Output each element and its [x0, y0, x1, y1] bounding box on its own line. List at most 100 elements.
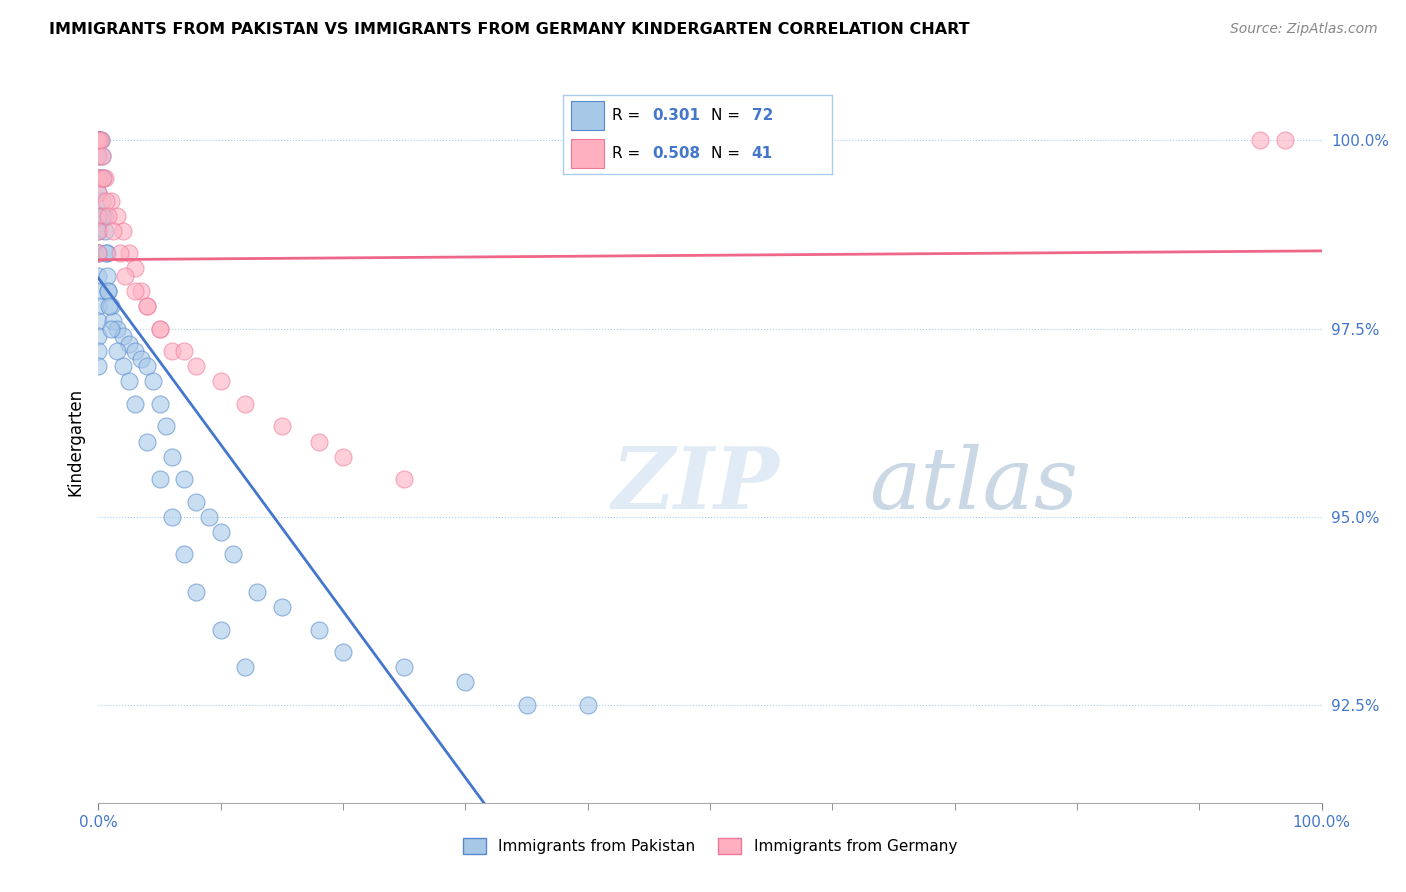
Point	[97, 284, 120, 298]
Point	[173, 344, 195, 359]
Point	[87, 209, 110, 223]
Point	[233, 660, 256, 674]
Point	[142, 374, 165, 388]
Point	[87, 133, 110, 147]
Point	[91, 148, 114, 162]
Point	[100, 321, 122, 335]
Point	[111, 329, 134, 343]
Point	[87, 299, 110, 313]
Point	[392, 472, 416, 486]
Text: ZIP: ZIP	[612, 443, 780, 526]
Point	[97, 209, 120, 223]
Point	[209, 524, 232, 539]
Point	[87, 246, 110, 260]
Point	[87, 246, 110, 260]
Point	[87, 148, 110, 162]
Point	[576, 698, 599, 712]
Point	[87, 344, 110, 359]
Point	[160, 344, 183, 359]
Point	[392, 660, 416, 674]
Point	[149, 397, 172, 411]
Text: atlas: atlas	[869, 443, 1078, 526]
Point	[87, 224, 110, 238]
Point	[105, 321, 128, 335]
Point	[90, 133, 112, 147]
Point	[105, 209, 128, 223]
Point	[87, 133, 110, 147]
Point	[308, 434, 330, 449]
Point	[270, 419, 294, 434]
Point	[89, 133, 111, 147]
Text: Source: ZipAtlas.com: Source: ZipAtlas.com	[1230, 22, 1378, 37]
Point	[101, 314, 124, 328]
Point	[209, 374, 232, 388]
Point	[111, 359, 134, 374]
Point	[87, 209, 110, 223]
Point	[87, 359, 110, 374]
Point	[160, 450, 183, 464]
Point	[87, 186, 110, 201]
Point	[91, 148, 114, 162]
Point	[87, 133, 110, 147]
Point	[87, 186, 110, 201]
Point	[94, 194, 117, 208]
Point	[101, 224, 124, 238]
Point	[155, 419, 177, 434]
Point	[91, 209, 114, 223]
Point	[87, 171, 110, 186]
Point	[87, 133, 110, 147]
Point	[87, 148, 110, 162]
Point	[87, 133, 110, 147]
Point	[91, 194, 114, 208]
Point	[87, 133, 110, 147]
Point	[124, 261, 146, 276]
Point	[118, 336, 141, 351]
Point	[233, 397, 256, 411]
Point	[129, 284, 152, 298]
Point	[246, 585, 269, 599]
Point	[308, 623, 330, 637]
Point	[87, 314, 110, 328]
Point	[94, 246, 117, 260]
Point	[149, 321, 172, 335]
Point	[197, 509, 219, 524]
Point	[136, 434, 159, 449]
Point	[136, 299, 159, 313]
Point	[222, 548, 245, 562]
Point	[209, 623, 232, 637]
Point	[332, 450, 354, 464]
Point	[114, 268, 136, 283]
Point	[105, 344, 128, 359]
Point	[124, 397, 146, 411]
Point	[93, 209, 115, 223]
Point	[87, 133, 110, 147]
Point	[90, 171, 112, 186]
Point	[93, 224, 115, 238]
Point	[90, 133, 112, 147]
Point	[136, 299, 159, 313]
Point	[111, 224, 134, 238]
Point	[87, 133, 110, 147]
Point	[124, 344, 146, 359]
Point	[1274, 133, 1296, 147]
Point	[129, 351, 152, 366]
Point	[186, 359, 208, 374]
Point	[87, 224, 110, 238]
Point	[96, 268, 118, 283]
Point	[160, 509, 183, 524]
Point	[1250, 133, 1272, 147]
Point	[173, 548, 195, 562]
Point	[110, 246, 132, 260]
Point	[87, 246, 110, 260]
Point	[87, 171, 110, 186]
Point	[270, 600, 294, 615]
Text: IMMIGRANTS FROM PAKISTAN VS IMMIGRANTS FROM GERMANY KINDERGARTEN CORRELATION CHA: IMMIGRANTS FROM PAKISTAN VS IMMIGRANTS F…	[49, 22, 970, 37]
Point	[100, 299, 122, 313]
Point	[100, 194, 122, 208]
Legend: Immigrants from Pakistan, Immigrants from Germany: Immigrants from Pakistan, Immigrants fro…	[457, 832, 963, 860]
Point	[516, 698, 538, 712]
Point	[149, 321, 172, 335]
Point	[186, 494, 208, 508]
Point	[98, 299, 121, 313]
Point	[87, 284, 110, 298]
